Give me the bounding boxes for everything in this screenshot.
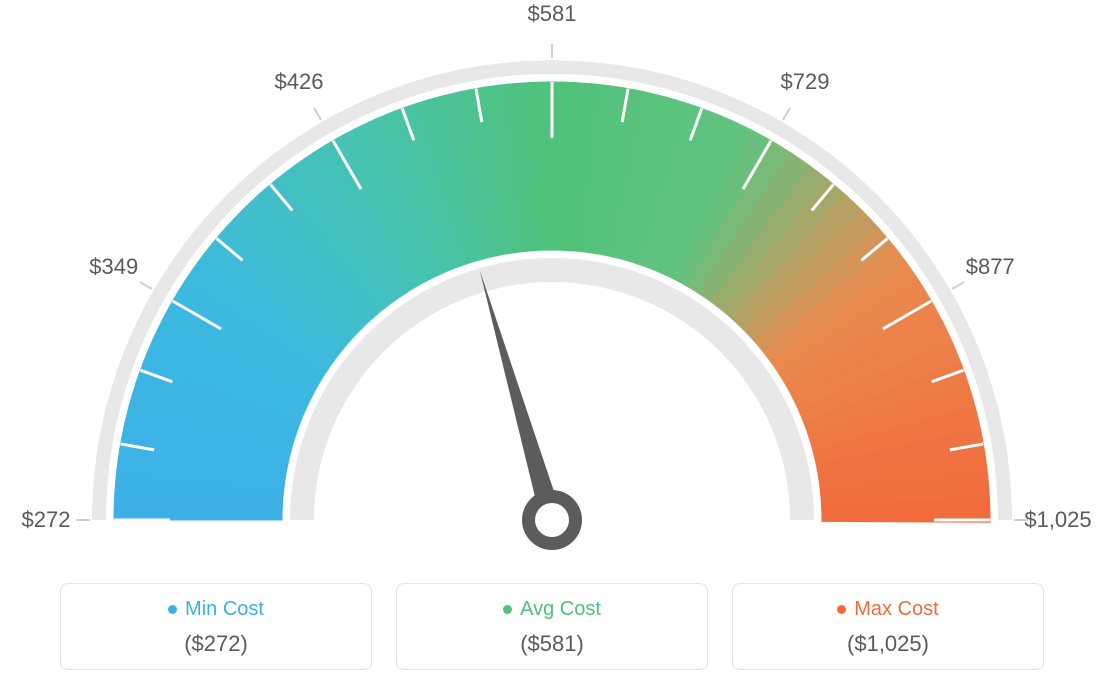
legend-card-avg: Avg Cost ($581): [396, 583, 708, 670]
legend-title-min: Min Cost: [168, 598, 264, 621]
legend-label-max: Max Cost: [854, 598, 938, 621]
legend-dot-avg: [503, 605, 512, 614]
legend-dot-min: [168, 605, 177, 614]
legend-label-avg: Avg Cost: [520, 598, 601, 621]
gauge-svg: [0, 0, 1104, 560]
legend-label-min: Min Cost: [185, 598, 264, 621]
legend-title-avg: Avg Cost: [503, 598, 601, 621]
legend-value-min: ($272): [71, 631, 361, 657]
cost-gauge-chart: { "gauge": { "type": "gauge", "center_x"…: [0, 0, 1104, 690]
legend-title-max: Max Cost: [837, 598, 938, 621]
legend-value-max: ($1,025): [743, 631, 1033, 657]
legend-card-min: Min Cost ($272): [60, 583, 372, 670]
scale-label: $729: [781, 69, 830, 95]
scale-label: $349: [89, 254, 138, 280]
legend-dot-max: [837, 605, 846, 614]
scale-label: $581: [528, 1, 577, 27]
scale-label: $877: [966, 254, 1015, 280]
legend-row: Min Cost ($272) Avg Cost ($581) Max Cost…: [60, 583, 1044, 670]
gauge-area: $272 $349 $426 $581 $729 $877 $1,025: [0, 0, 1104, 560]
scale-label: $426: [275, 69, 324, 95]
scale-label: $1,025: [1024, 507, 1091, 533]
legend-value-avg: ($581): [407, 631, 697, 657]
scale-label: $272: [22, 507, 71, 533]
legend-card-max: Max Cost ($1,025): [732, 583, 1044, 670]
